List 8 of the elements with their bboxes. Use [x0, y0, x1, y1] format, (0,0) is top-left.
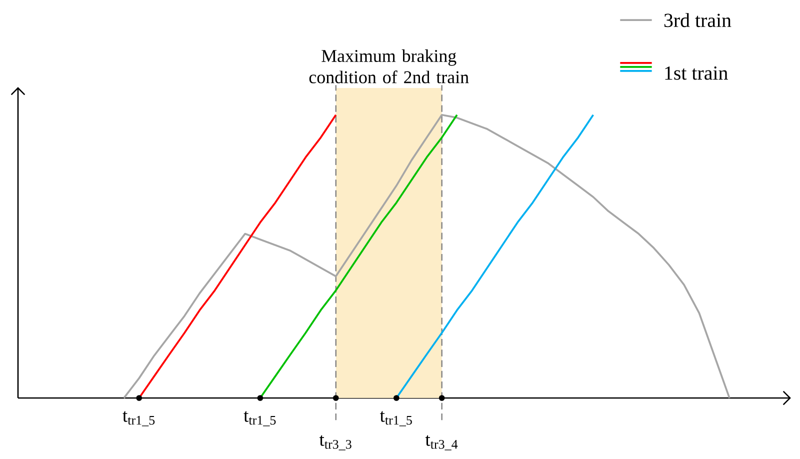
legend-label: 3rd train: [664, 13, 732, 28]
x-tick-label: t$_{tr3_4}$: [425, 435, 458, 450]
x-tick-label: t$_{tr1_5}$: [380, 411, 412, 426]
x-tick-label: t$_{tr3_3}$: [319, 435, 352, 450]
x-tick-label: t$_{tr1_5}$: [122, 411, 155, 426]
legend-label: 1st train: [665, 66, 728, 80]
band-label: Maximum braking condition of 2nd train: [309, 49, 469, 84]
x-tick-label: t$_{tr1_5}$: [244, 411, 276, 426]
